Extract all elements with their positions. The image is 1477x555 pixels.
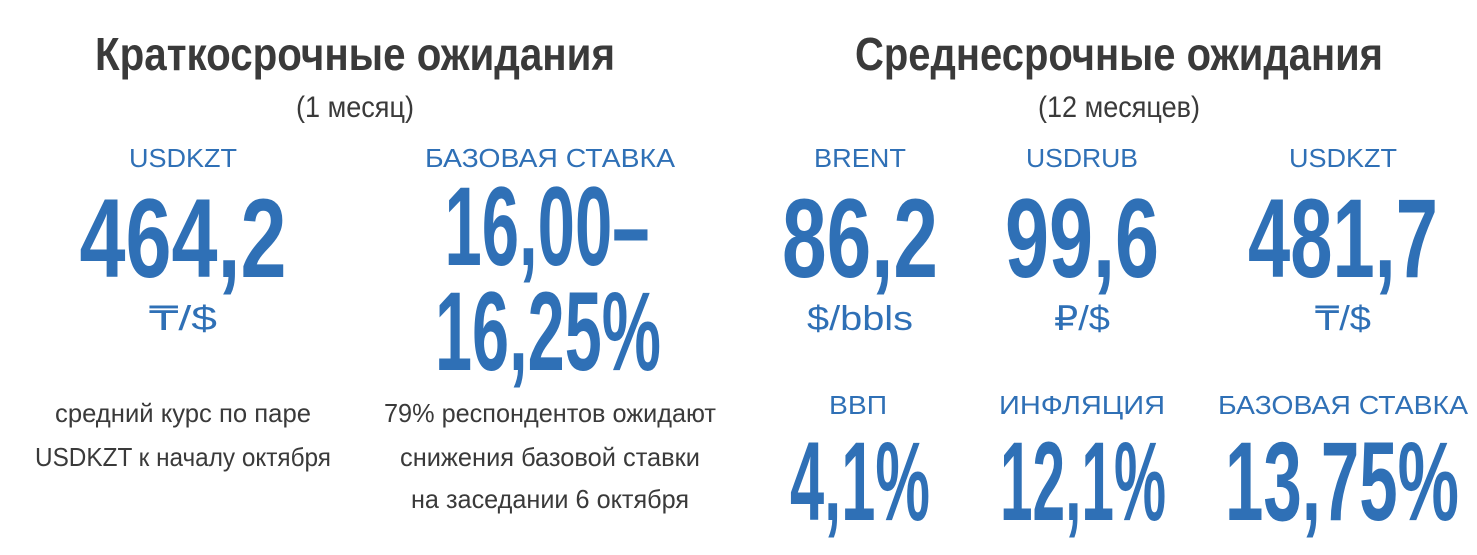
indicator-note: USDKZT к началу октября — [35, 442, 331, 472]
indicator-value: 4,1% — [790, 419, 930, 544]
indicator-note: 79% респондентов ожидают — [384, 398, 716, 428]
indicator-label: ИНФЛЯЦИЯ — [999, 390, 1165, 420]
indicator-value: 99,6 — [1005, 176, 1159, 301]
indicator-note: снижения базовой ставки — [400, 442, 700, 472]
indicator-value: 464,2 — [80, 176, 287, 301]
section-subtitle: (1 месяц) — [296, 91, 414, 124]
indicator-label: BRENT — [814, 143, 906, 173]
section-title: Краткосрочные ожидания — [95, 28, 615, 80]
indicator-unit: ₸/$ — [1315, 300, 1371, 338]
indicator-value: 86,2 — [782, 176, 938, 301]
section-title: Среднесрочные ожидания — [855, 28, 1383, 80]
indicator-value: 16,00– — [445, 164, 650, 289]
section-subtitle: (12 месяцев) — [1038, 91, 1200, 124]
indicator-label: ВВП — [829, 390, 887, 420]
indicator-value: 16,25% — [435, 269, 661, 394]
indicator-value: 481,7 — [1248, 176, 1438, 301]
indicator-label: USDKZT — [129, 143, 237, 173]
indicator-label: USDRUB — [1026, 143, 1138, 173]
indicator-note: на заседании 6 октября — [411, 484, 689, 514]
indicator-value: 12,1% — [1000, 419, 1166, 544]
indicator-unit: ₽/$ — [1054, 300, 1110, 338]
indicator-note: средний курс по паре — [55, 398, 311, 428]
indicator-label: БАЗОВАЯ СТАВКА — [1218, 390, 1469, 420]
indicator-label: БАЗОВАЯ СТАВКА — [425, 143, 676, 173]
indicator-unit: $/bbls — [807, 300, 913, 338]
indicator-value: 13,75% — [1225, 419, 1459, 544]
indicator-unit: ₸/$ — [149, 300, 217, 338]
indicator-label: USDKZT — [1289, 143, 1397, 173]
